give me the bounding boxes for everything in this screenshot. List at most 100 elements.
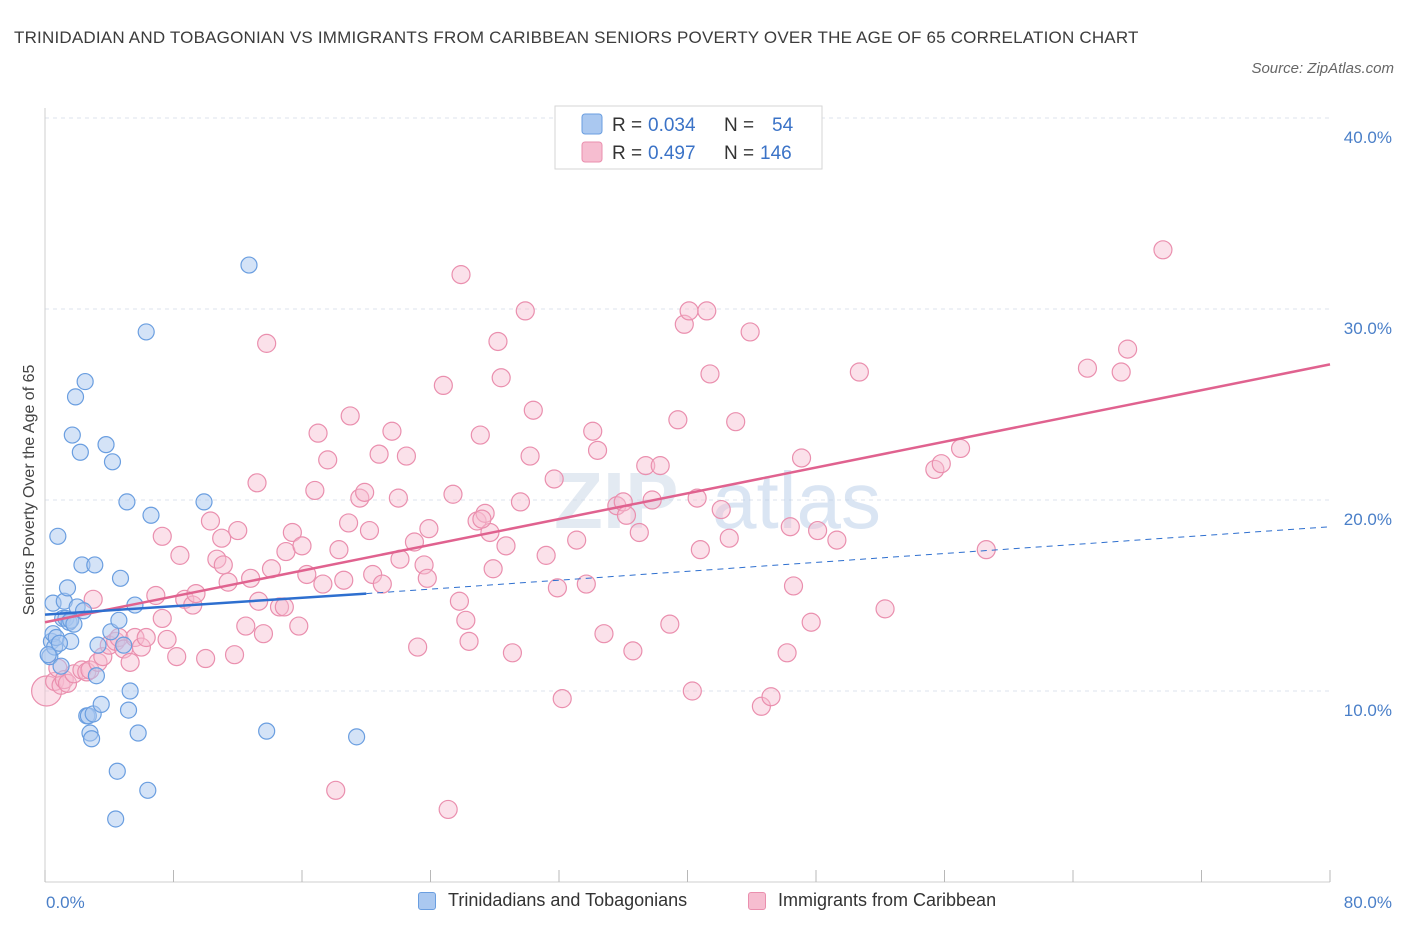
data-point-immigrants xyxy=(623,641,643,661)
data-point-immigrants xyxy=(257,333,277,353)
trend-line-trinidadian xyxy=(44,592,367,616)
data-point-immigrants xyxy=(292,536,312,556)
data-point-immigrants xyxy=(433,375,453,395)
data-point-immigrants xyxy=(827,530,847,550)
data-point-immigrants xyxy=(1111,362,1131,382)
data-point-immigrants xyxy=(57,673,78,693)
data-point-immigrants xyxy=(359,520,380,541)
data-point-trinidadian xyxy=(50,634,69,652)
data-point-immigrants xyxy=(470,425,490,445)
data-point-trinidadian xyxy=(258,722,276,740)
data-point-immigrants xyxy=(313,574,333,594)
data-point-immigrants xyxy=(801,612,821,632)
legend-item-trinidadian: Trinidadians and Tobagonians xyxy=(418,890,687,911)
data-point-immigrants xyxy=(318,450,338,470)
trend-line-immigrants xyxy=(44,363,1331,624)
data-point-trinidadian xyxy=(76,372,94,391)
data-point-immigrants xyxy=(326,780,346,800)
data-point-immigrants xyxy=(417,568,437,588)
chart-title: TRINIDADIAN AND TOBAGONIAN VS IMMIGRANTS… xyxy=(14,28,1139,47)
x-tick-label: 0.0% xyxy=(46,893,85,912)
data-point-trinidadian xyxy=(108,762,126,780)
y-tick-labels: 10.0% 20.0% 30.0% 40.0% xyxy=(1344,128,1392,720)
data-point-immigrants xyxy=(791,448,812,468)
data-point-immigrants xyxy=(200,511,221,531)
grid-lines xyxy=(45,117,1330,692)
data-point-immigrants xyxy=(382,421,402,441)
data-point-immigrants xyxy=(1077,358,1098,378)
y-tick-label: 40.0% xyxy=(1344,128,1392,147)
data-point-immigrants xyxy=(369,444,389,464)
data-point-immigrants xyxy=(1118,339,1138,359)
data-point-immigrants xyxy=(668,410,688,430)
data-point-immigrants xyxy=(408,637,428,657)
data-point-trinidadian xyxy=(89,636,107,654)
trend-line-trinidadian-dashed xyxy=(366,526,1331,595)
source-label: Source: ZipAtlas.com xyxy=(1251,60,1394,77)
data-point-immigrants xyxy=(510,492,531,512)
data-point-immigrants xyxy=(583,421,603,441)
data-point-trinidadian xyxy=(92,695,110,713)
data-point-immigrants xyxy=(544,469,564,489)
data-point-immigrants xyxy=(875,599,895,619)
data-point-immigrants xyxy=(536,545,556,565)
legend-swatch-trinidadian xyxy=(418,891,436,910)
data-point-immigrants xyxy=(697,301,717,321)
data-point-immigrants xyxy=(269,597,290,617)
data-point-trinidadian xyxy=(121,682,139,700)
data-point-immigrants xyxy=(594,624,614,644)
data-point-trinidadian xyxy=(107,810,125,828)
data-point-immigrants xyxy=(396,446,417,466)
series-immigrants-points xyxy=(31,240,1173,820)
data-point-trinidadian xyxy=(82,730,101,748)
data-point-immigrants xyxy=(419,519,439,539)
legend-swatch-immigrants xyxy=(748,891,766,910)
data-point-trinidadian xyxy=(111,569,130,587)
data-point-immigrants xyxy=(289,616,309,636)
data-point-immigrants xyxy=(131,637,151,657)
data-point-immigrants xyxy=(236,616,256,636)
data-point-trinidadian xyxy=(97,436,115,454)
data-point-trinidadian xyxy=(39,646,57,664)
data-point-immigrants xyxy=(950,438,971,459)
data-point-immigrants xyxy=(241,568,261,588)
data-point-immigrants xyxy=(515,301,535,321)
data-point-immigrants xyxy=(502,643,523,663)
data-point-immigrants xyxy=(31,675,63,707)
data-point-trinidadian xyxy=(103,453,122,471)
legend-r-label: R = xyxy=(612,115,642,136)
data-point-immigrants xyxy=(808,520,828,541)
trend-lines xyxy=(44,363,1331,624)
data-point-immigrants xyxy=(719,528,739,548)
data-point-trinidadian xyxy=(118,493,136,511)
legend-item-immigrants: Immigrants from Caribbean xyxy=(748,890,996,911)
data-point-immigrants xyxy=(777,643,797,663)
data-point-immigrants xyxy=(496,536,516,556)
x-tick-labels: 0.0% 80.0% xyxy=(46,893,1392,912)
legend-r-value: 0.497 xyxy=(648,143,696,164)
data-point-immigrants xyxy=(224,645,245,665)
data-point-immigrants xyxy=(475,503,495,523)
data-point-immigrants xyxy=(687,488,707,508)
data-point-immigrants xyxy=(682,681,702,701)
data-point-immigrants xyxy=(170,545,190,565)
data-point-trinidadian xyxy=(142,506,160,524)
data-point-trinidadian xyxy=(119,701,138,719)
data-point-immigrants xyxy=(274,597,294,617)
legend-n-label: N = xyxy=(724,143,754,164)
x-tick-label: 80.0% xyxy=(1344,893,1392,912)
y-tick-label: 30.0% xyxy=(1344,319,1392,338)
data-point-immigrants xyxy=(83,589,103,609)
data-point-immigrants xyxy=(152,608,172,629)
data-point-immigrants xyxy=(282,522,302,543)
data-point-immigrants xyxy=(726,412,746,432)
data-point-immigrants xyxy=(650,456,670,476)
data-point-immigrants xyxy=(636,456,656,476)
legend-n-label: N = xyxy=(724,115,754,136)
data-point-immigrants xyxy=(136,627,156,648)
data-point-immigrants xyxy=(1153,240,1173,260)
y-tick-label: 20.0% xyxy=(1344,510,1392,529)
data-point-trinidadian xyxy=(240,256,258,274)
data-point-immigrants xyxy=(438,799,458,820)
legend-n-value: 146 xyxy=(760,143,792,164)
